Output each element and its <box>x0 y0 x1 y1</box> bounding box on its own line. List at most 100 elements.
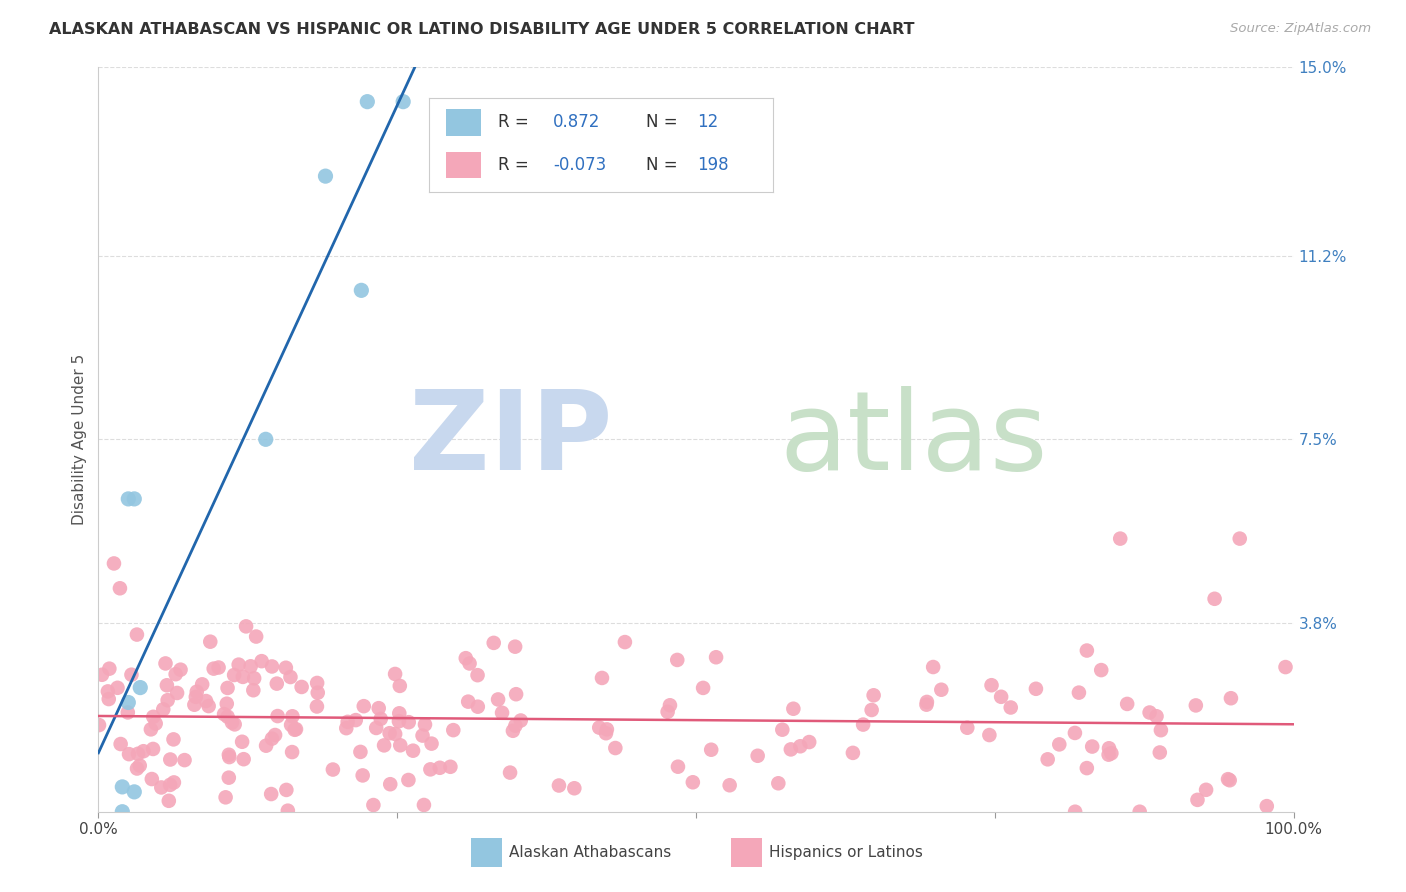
Point <box>658 698 681 713</box>
Point <box>486 692 509 706</box>
Point <box>284 723 307 737</box>
Point <box>1274 660 1296 674</box>
Point <box>384 727 406 741</box>
Point <box>1025 681 1047 696</box>
Text: 0.872: 0.872 <box>553 113 600 131</box>
Point <box>467 668 489 682</box>
Point <box>491 706 513 720</box>
Point <box>860 703 883 717</box>
Point <box>413 717 436 731</box>
Point <box>562 781 585 796</box>
Point <box>363 798 385 813</box>
Point <box>413 797 436 812</box>
Point <box>789 739 811 754</box>
Point <box>291 680 314 694</box>
Point <box>457 695 479 709</box>
Point <box>200 634 222 648</box>
Point <box>389 739 412 753</box>
Text: R =: R = <box>498 155 534 174</box>
Point <box>454 651 477 665</box>
Point <box>1000 700 1022 714</box>
Text: Source: ZipAtlas.com: Source: ZipAtlas.com <box>1230 22 1371 36</box>
Point <box>156 678 179 692</box>
Point <box>402 744 425 758</box>
Point <box>1098 741 1121 756</box>
Point <box>770 723 793 737</box>
Point <box>221 715 243 730</box>
Point <box>91 667 114 681</box>
Point <box>718 778 741 792</box>
Point <box>128 758 150 772</box>
Point <box>260 787 283 801</box>
Point <box>117 706 139 720</box>
Point <box>142 742 165 756</box>
FancyBboxPatch shape <box>446 152 481 178</box>
Point <box>166 686 188 700</box>
Point <box>922 660 945 674</box>
Point <box>169 663 191 677</box>
Point <box>1149 746 1171 760</box>
Point <box>779 742 801 756</box>
Point <box>120 667 142 681</box>
Point <box>215 697 238 711</box>
Text: -0.073: -0.073 <box>553 155 606 174</box>
Point <box>280 670 302 684</box>
Point <box>97 692 120 706</box>
Point <box>98 662 121 676</box>
Point <box>125 762 148 776</box>
Point <box>502 723 524 738</box>
Point <box>700 743 723 757</box>
Point <box>768 776 790 790</box>
Text: ZIP: ZIP <box>409 386 613 492</box>
Point <box>1067 685 1090 699</box>
Point <box>356 95 378 109</box>
Point <box>388 714 411 729</box>
Point <box>990 690 1012 704</box>
Point <box>799 735 821 749</box>
Point <box>370 712 392 726</box>
Point <box>666 653 689 667</box>
Point <box>186 684 208 698</box>
Text: N =: N = <box>645 113 683 131</box>
Point <box>1185 698 1208 713</box>
Point <box>613 635 636 649</box>
Point <box>505 687 527 701</box>
Point <box>1116 697 1139 711</box>
Text: Alaskan Athabascans: Alaskan Athabascans <box>509 846 671 860</box>
Point <box>1216 772 1239 787</box>
Point <box>235 619 257 633</box>
Point <box>184 690 207 704</box>
Point <box>1064 805 1087 819</box>
Point <box>1187 793 1209 807</box>
FancyBboxPatch shape <box>446 110 481 136</box>
Point <box>266 709 288 723</box>
Point <box>110 737 132 751</box>
Point <box>467 699 489 714</box>
Point <box>307 676 329 690</box>
Point <box>228 657 250 672</box>
Point <box>232 752 254 766</box>
Point <box>159 778 181 792</box>
Point <box>243 671 266 685</box>
Point <box>1150 723 1173 738</box>
Point <box>1090 663 1112 677</box>
Point <box>439 760 461 774</box>
Point <box>1219 691 1241 706</box>
Y-axis label: Disability Age Under 5: Disability Age Under 5 <box>72 354 87 524</box>
Point <box>141 772 163 786</box>
Point <box>1097 747 1119 762</box>
Point <box>862 688 884 702</box>
Point <box>118 747 141 761</box>
Text: N =: N = <box>645 155 683 174</box>
Point <box>183 698 205 712</box>
Point <box>353 699 375 714</box>
Point <box>274 661 297 675</box>
Point <box>412 729 434 743</box>
Point <box>277 804 299 818</box>
Point <box>852 717 875 731</box>
Point <box>245 630 267 644</box>
Point <box>842 746 865 760</box>
Point <box>458 657 481 671</box>
Point <box>396 772 419 787</box>
Point <box>1229 532 1251 546</box>
